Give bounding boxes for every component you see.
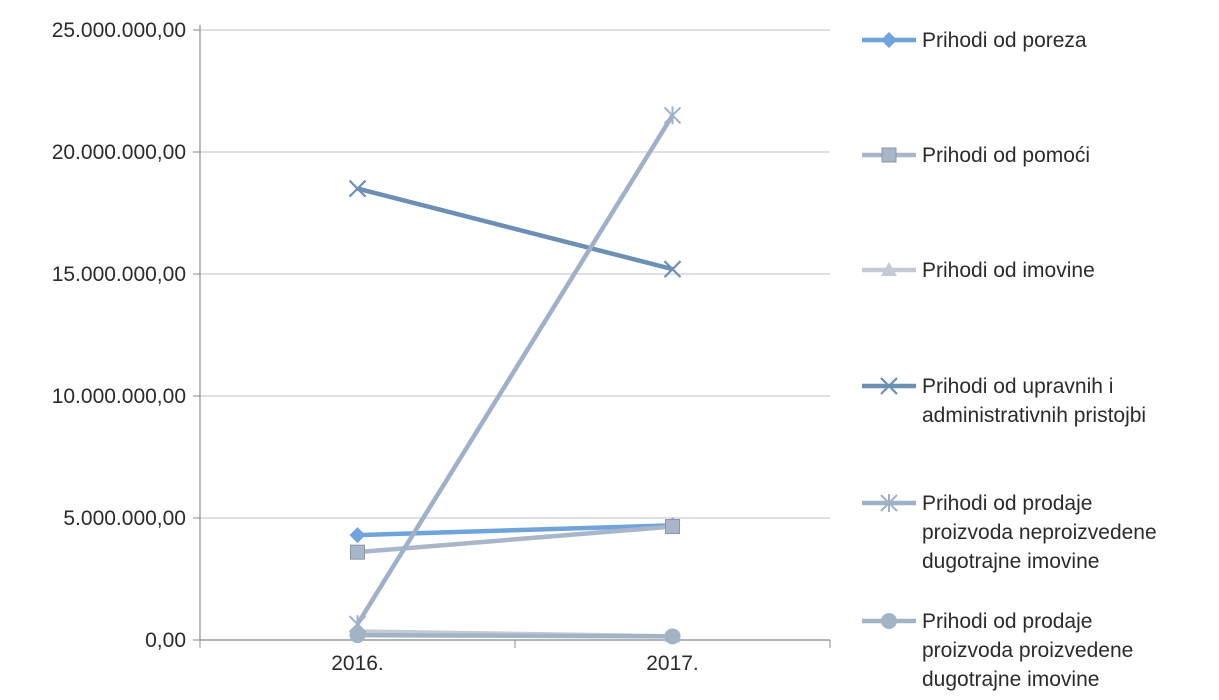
point-marker [349,627,366,644]
point-marker [880,494,898,512]
series-2 [350,519,680,560]
point-marker [664,628,681,645]
legend-label: Prihodi od imovine [922,259,1095,282]
y-tick-label: 5.000.000,00 [63,507,186,530]
legend-label: dugotrajne imovine [922,550,1099,573]
gridlines [200,29,830,641]
legend-entry: Prihodi od prodaje proizvoda neproizveden… [862,492,1157,573]
point-marker [881,262,897,276]
series-line [357,632,673,639]
series-4 [348,179,682,278]
point-marker [881,32,897,48]
y-tick-label: 10.000.000,00 [52,385,186,408]
legend-entry: Prihodi od pomoći [862,144,1090,167]
legend-label: Prihodi od pomoći [922,144,1090,167]
series-line [357,523,673,538]
legend-label: proizvoda neproizvedene [922,521,1157,544]
axes: 0,00 5.000.000,00 10.000.000,00 15.000.000,… [52,19,831,675]
legend-label: Prihodi od prodaje [922,610,1092,633]
legend-label: Prihodi od poreza [922,29,1087,52]
legend-label: Prihodi od prodaje [922,492,1092,515]
y-tick-label: 0,00 [145,629,186,652]
series-5 [348,106,682,634]
series-line [357,524,673,555]
point-marker [663,260,682,278]
point-marker [348,179,367,198]
legend-entry: Prihodi od prodaje proizvoda proizvedene d… [862,610,1133,691]
legend-entry: Prihodi od upravnih i administrativnih pr… [862,375,1146,427]
point-marker [880,377,898,395]
point-marker [881,147,897,163]
y-tick-label: 15.000.000,00 [52,263,186,286]
point-marker [663,106,682,125]
legend-entry: Prihodi od imovine [862,259,1095,282]
legend-entry: Prihodi od poreza [862,29,1087,52]
point-marker [349,527,366,544]
series-6 [349,627,681,645]
y-tick-label: 25.000.000,00 [52,19,186,42]
series-line [355,114,675,626]
legend-label: administrativnih pristojbi [922,404,1146,427]
legend-label: dugotrajne imovine [922,668,1099,691]
x-tick-label: 2017. [646,652,699,675]
point-marker [665,519,680,535]
x-tick-label: 2016. [331,652,384,675]
point-marker [881,613,897,629]
y-tick-label: 20.000.000,00 [52,141,186,164]
series-line [356,186,674,272]
series-layer [348,106,682,645]
legend-label: proizvoda proizvedene [922,639,1133,662]
point-marker [350,544,365,560]
legend: Prihodi od poreza Prihodi od pomoći Prihod… [862,29,1157,691]
legend-label: Prihodi od upravnih i [922,375,1113,398]
